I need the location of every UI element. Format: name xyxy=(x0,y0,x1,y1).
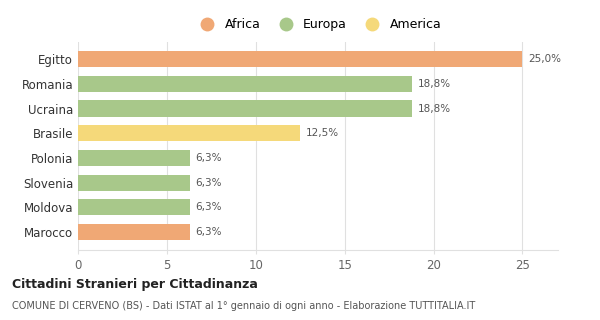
Text: COMUNE DI CERVENO (BS) - Dati ISTAT al 1° gennaio di ogni anno - Elaborazione TU: COMUNE DI CERVENO (BS) - Dati ISTAT al 1… xyxy=(12,301,475,311)
Text: 18,8%: 18,8% xyxy=(418,79,451,89)
Bar xyxy=(78,76,412,92)
Text: 18,8%: 18,8% xyxy=(418,104,451,114)
Bar xyxy=(78,150,190,166)
Text: 6,3%: 6,3% xyxy=(196,178,222,188)
Text: 6,3%: 6,3% xyxy=(196,202,222,212)
Bar xyxy=(78,199,190,215)
Bar xyxy=(78,224,190,240)
Bar xyxy=(78,125,300,141)
Legend: Africa, Europa, America: Africa, Europa, America xyxy=(195,18,441,31)
Bar xyxy=(78,100,412,116)
Bar xyxy=(78,175,190,191)
Text: 6,3%: 6,3% xyxy=(196,227,222,237)
Bar xyxy=(78,51,523,67)
Text: 6,3%: 6,3% xyxy=(196,153,222,163)
Text: 25,0%: 25,0% xyxy=(528,54,561,64)
Text: Cittadini Stranieri per Cittadinanza: Cittadini Stranieri per Cittadinanza xyxy=(12,278,258,292)
Text: 12,5%: 12,5% xyxy=(305,128,338,138)
